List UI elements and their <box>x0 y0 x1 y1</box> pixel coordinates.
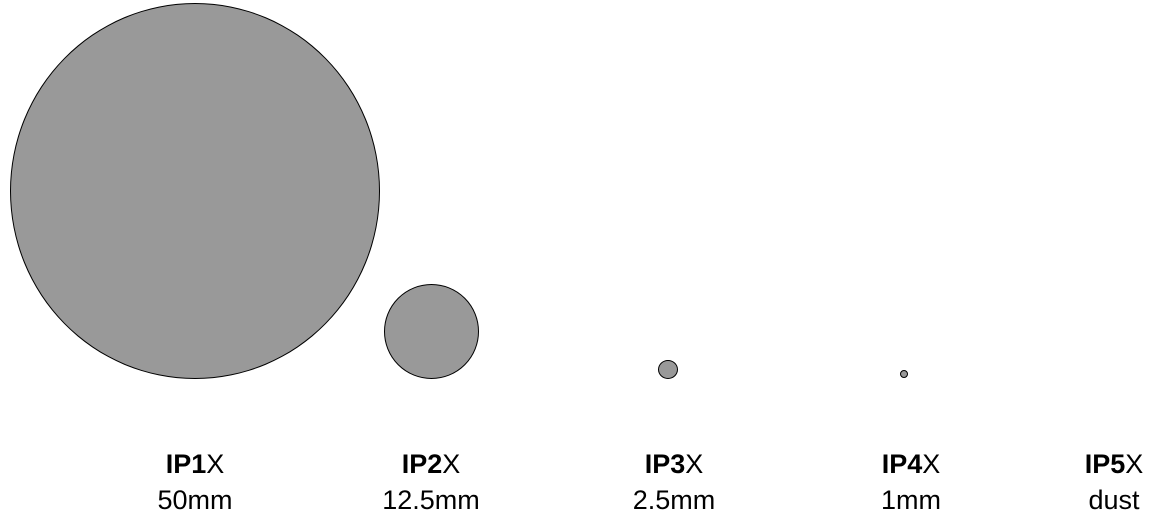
ip5-label: IP5X dust <box>1056 446 1172 518</box>
ip3-size: 2.5mm <box>632 485 716 515</box>
ip2-label: IP2X 12.5mm <box>356 446 506 518</box>
ip2-size: 12.5mm <box>382 485 480 515</box>
ip2-suffix: X <box>442 449 461 479</box>
ip4-suffix: X <box>922 449 941 479</box>
ip1-particle-circle <box>10 3 380 379</box>
ip1-size: 50mm <box>157 485 233 515</box>
ip3-suffix: X <box>685 449 704 479</box>
ip1-code: IP1 <box>165 449 207 479</box>
ip4-code: IP4 <box>881 449 923 479</box>
ip5-code: IP5 <box>1084 449 1126 479</box>
ip4-particle-circle <box>900 370 908 378</box>
ip2-particle-circle <box>384 284 479 379</box>
ip3-particle-circle <box>658 360 678 379</box>
ip3-label: IP3X 2.5mm <box>599 446 749 518</box>
ip5-suffix: X <box>1125 449 1144 479</box>
ip2-code: IP2 <box>401 449 443 479</box>
ip1-suffix: X <box>206 449 225 479</box>
ip4-size: 1mm <box>881 485 941 515</box>
ip5-size: dust <box>1088 485 1140 515</box>
ip4-label: IP4X 1mm <box>836 446 986 518</box>
ip3-code: IP3 <box>644 449 686 479</box>
ip1-label: IP1X 50mm <box>120 446 270 518</box>
